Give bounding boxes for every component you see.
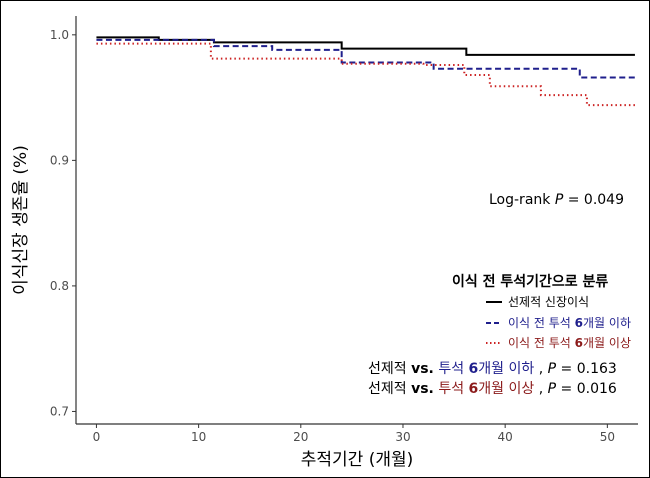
x-tick-label: 20 xyxy=(293,430,308,444)
legend-item-preemptive: 선제적 신장이식 xyxy=(486,295,589,309)
comparison-under-6: 선제적 vs. 투석 6개월 이하 , P = 0.163 xyxy=(368,361,617,377)
y-tick-label: 1.0 xyxy=(50,28,69,42)
y-tick-label: 0.9 xyxy=(50,153,69,167)
legend-label-dialysis-over-6: 이식 전 투석 6개월 이상 xyxy=(508,336,631,350)
legend-title: 이식 전 투석기간으로 분류 xyxy=(452,273,608,290)
x-tick-label: 50 xyxy=(600,430,615,444)
x-axis-title: 추적기간 (개월) xyxy=(301,450,414,470)
x-tick-label: 30 xyxy=(395,430,410,444)
y-tick-label: 0.7 xyxy=(50,404,69,418)
y-axis-title: 이식신장 생존율 (%) xyxy=(11,145,31,295)
y-tick-label: 0.8 xyxy=(50,279,69,293)
x-tick-label: 10 xyxy=(191,430,206,444)
series-line-2 xyxy=(96,38,635,79)
legend-item-dialysis-over-6: 이식 전 투석 6개월 이상 xyxy=(486,336,631,350)
x-tick-label: 40 xyxy=(498,430,513,444)
y-ticks: 0.7 0.8 0.9 1.0 xyxy=(50,28,76,418)
survival-curves xyxy=(96,36,635,107)
x-tick-label: 0 xyxy=(93,430,101,444)
series-line-1 xyxy=(96,36,635,56)
legend-item-dialysis-under-6: 이식 전 투석 6개월 이하 xyxy=(486,316,631,330)
x-ticks: 0 10 20 30 40 50 xyxy=(93,424,615,444)
comparison-over-6: 선제적 vs. 투석 6개월 이상 , P = 0.016 xyxy=(368,381,617,397)
legend-label-dialysis-under-6: 이식 전 투석 6개월 이하 xyxy=(508,316,631,330)
series-line-3 xyxy=(96,42,635,107)
legend-label-preemptive: 선제적 신장이식 xyxy=(508,295,589,309)
logrank-annotation: Log-rank P = 0.049 xyxy=(489,192,624,208)
